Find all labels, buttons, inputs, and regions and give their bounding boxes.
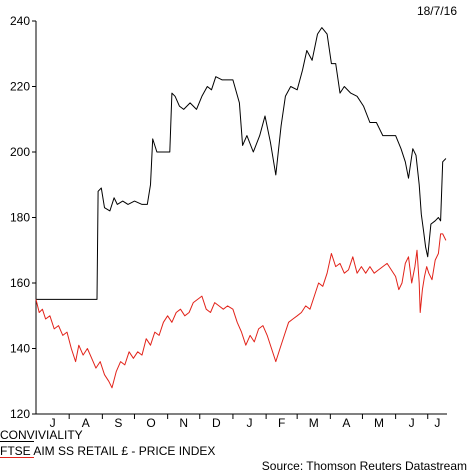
x-tick-label: N: [179, 416, 188, 430]
x-tick-label: M: [309, 416, 319, 430]
y-axis-ticks: 120 140 160 180 200 220 240: [10, 14, 36, 421]
series-line-ftse-aim: [35, 233, 447, 389]
legend-item-conviviality: CONVIVIALITY: [0, 428, 215, 442]
legend: CONVIVIALITY FTSE AIM SS RETAIL £ - PRIC…: [0, 428, 215, 458]
x-tick-label: F: [278, 416, 285, 430]
x-tick-label: A: [82, 416, 90, 430]
x-tick-label: J: [247, 416, 253, 430]
y-tick-label: 240: [10, 14, 30, 28]
x-tick-label: J: [50, 416, 56, 430]
y-tick-label: 200: [10, 145, 30, 159]
y-tick-label: 120: [10, 407, 30, 421]
x-tick-label: M: [374, 416, 384, 430]
source-note: Source: Thomson Reuters Datastream: [261, 459, 467, 473]
y-tick-label: 160: [10, 276, 30, 290]
series-lines: [35, 27, 447, 389]
y-tick-label: 140: [10, 342, 30, 356]
x-tick-label: A: [342, 416, 350, 430]
date-stamp: 18/7/16: [416, 4, 457, 18]
x-tick-label: J: [409, 416, 415, 430]
x-tick-label: S: [114, 416, 122, 430]
series-line-conviviality: [36, 27, 447, 300]
y-tick-label: 180: [10, 211, 30, 225]
legend-item-ftse-aim: FTSE AIM SS RETAIL £ - PRICE INDEX: [0, 444, 215, 458]
legend-label-ftse-aim: FTSE AIM SS RETAIL £ - PRICE INDEX: [0, 444, 216, 458]
legend-label-conviviality: CONVIVIALITY: [0, 428, 83, 442]
x-tick-label: D: [212, 416, 221, 430]
legend-swatch-conviviality: [0, 441, 34, 442]
x-tick-label: O: [146, 416, 155, 430]
y-tick-label: 220: [10, 80, 30, 94]
x-tick-label: J: [434, 416, 440, 430]
legend-swatch-ftse-aim: [0, 457, 34, 458]
